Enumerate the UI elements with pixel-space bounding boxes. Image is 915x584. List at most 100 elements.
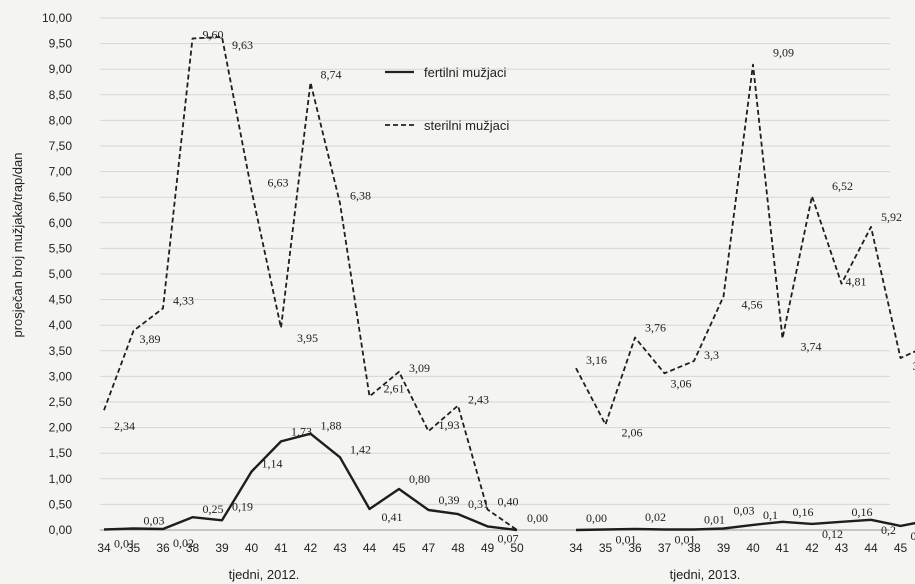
- y-axis-tick-labels: 0,00 0,50 1,00 1,50 2,00 2,50 3,00 3,50 4,00 4,50…: [42, 11, 72, 537]
- data-label: 0,16: [852, 505, 873, 519]
- data-label: 0,03: [734, 503, 755, 517]
- data-label: 0,80: [409, 472, 430, 486]
- data-label: 0,41: [382, 510, 403, 524]
- y-tick-label: 9,50: [49, 37, 73, 51]
- data-label: 1,93: [439, 418, 460, 432]
- x-tick-label: 36: [628, 541, 642, 555]
- data-labels: 0,01 0,03 0,02 0,25 0,19 1,14 1,73 1,88 1,42 0,41…: [114, 27, 915, 550]
- data-label: 6,63: [268, 176, 289, 190]
- data-label: 9,63: [232, 38, 253, 52]
- x-axis-title-2012: tjedni, 2012.: [229, 567, 300, 582]
- x-tick-label: 45: [392, 541, 406, 555]
- data-label: 5,92: [881, 210, 902, 224]
- series-line-fertilni-0: [103, 432, 518, 532]
- data-label: 0,01: [675, 532, 696, 546]
- x-tick-label: 43: [333, 541, 347, 555]
- x-tick-label: 35: [599, 541, 613, 555]
- y-tick-label: 6,00: [49, 216, 73, 230]
- data-label: 3,95: [297, 331, 318, 345]
- data-label: 3,74: [801, 340, 822, 354]
- data-label: 1,73: [291, 424, 312, 438]
- data-label: 1,88: [321, 419, 342, 433]
- legend-label-fertilni: fertilni mužjaci: [424, 65, 506, 80]
- data-label: 0,12: [822, 527, 843, 541]
- x-axis: 34 35 36 38 39 40 41 42 43 44 45 47 48 49 50 34 35 36 37 38…: [97, 541, 908, 555]
- y-tick-label: 10,00: [42, 11, 72, 25]
- x-tick-label: 40: [245, 541, 259, 555]
- data-label: 4,33: [173, 293, 194, 307]
- x-tick-label: 49: [481, 541, 495, 555]
- x-tick-label: 42: [805, 541, 819, 555]
- x-tick-label: 39: [215, 541, 229, 555]
- data-label: 6,38: [350, 188, 371, 202]
- data-label: 3,16: [586, 353, 607, 367]
- y-tick-label: 8,50: [49, 88, 73, 102]
- y-tick-label: 5,50: [49, 241, 73, 255]
- data-label: 0,02: [645, 510, 666, 524]
- x-tick-label: 38: [687, 541, 701, 555]
- x-tick-label: 50: [510, 541, 524, 555]
- data-label: 6,52: [832, 179, 853, 193]
- data-label: 9,09: [773, 46, 794, 60]
- x-tick-label: 37: [658, 541, 672, 555]
- x-tick-label: 41: [776, 541, 790, 555]
- y-tick-label: 3,00: [49, 369, 73, 383]
- x-tick-label: 34: [569, 541, 583, 555]
- x-tick-label: 34: [97, 541, 111, 555]
- data-label: 0,01: [704, 512, 725, 526]
- series-line-fertilni-1: [575, 518, 915, 532]
- x-tick-label: 45: [894, 541, 908, 555]
- data-label: 3,3: [704, 348, 719, 362]
- y-tick-label: 4,00: [49, 318, 73, 332]
- data-label: 0,02: [173, 536, 194, 550]
- y-tick-label: 7,00: [49, 165, 73, 179]
- x-tick-label: 40: [746, 541, 760, 555]
- data-label: 4,56: [742, 298, 763, 312]
- series-lines: [103, 36, 915, 532]
- data-label: 0,16: [793, 505, 814, 519]
- data-label: 3,09: [409, 361, 430, 375]
- y-tick-label: 2,50: [49, 395, 73, 409]
- legend: fertilni mužjaci sterilni mužjaci: [385, 65, 509, 133]
- data-label: 3,06: [671, 376, 692, 390]
- y-tick-label: 8,00: [49, 113, 73, 127]
- gridlines: [100, 17, 890, 531]
- x-tick-label: 42: [304, 541, 318, 555]
- y-tick-label: 4,50: [49, 293, 73, 307]
- x-tick-label: 41: [274, 541, 288, 555]
- y-tick-label: 7,50: [49, 139, 73, 153]
- x-tick-label: 39: [717, 541, 731, 555]
- data-label: 0,03: [144, 513, 165, 527]
- x-axis-title-2013: tjedni, 2013.: [670, 567, 741, 582]
- x-tick-label: 43: [835, 541, 849, 555]
- y-tick-label: 2,00: [49, 421, 73, 435]
- y-tick-label: 6,50: [49, 190, 73, 204]
- data-label: 2,34: [114, 419, 135, 433]
- legend-label-sterilni: sterilni mužjaci: [424, 118, 509, 133]
- data-label: 0,07: [498, 531, 519, 545]
- data-label: 4,81: [846, 275, 867, 289]
- data-label: 0,31: [468, 497, 489, 511]
- y-tick-label: 1,00: [49, 472, 73, 486]
- data-label: 3,89: [140, 332, 161, 346]
- data-label: 0,01: [114, 536, 135, 550]
- data-label: 0,08: [911, 529, 915, 543]
- data-label: 0,00: [586, 511, 607, 525]
- y-tick-label: 9,00: [49, 62, 73, 76]
- y-axis-title: prosječan broj mužjaka/trap/dan: [10, 153, 25, 338]
- data-label: 8,74: [321, 68, 342, 82]
- data-label: 0,00: [527, 511, 548, 525]
- data-label: 3,36: [913, 359, 915, 373]
- y-tick-label: 0,00: [49, 523, 73, 537]
- data-label: 0,2: [881, 523, 896, 537]
- x-tick-label: 44: [864, 541, 878, 555]
- x-tick-label: 44: [363, 541, 377, 555]
- y-tick-label: 1,50: [49, 446, 73, 460]
- series-line-sterilni-0: [103, 36, 518, 531]
- data-label: 0,40: [498, 495, 519, 509]
- x-tick-label: 38: [186, 541, 200, 555]
- data-label: 2,43: [468, 393, 489, 407]
- data-label: 0,19: [232, 499, 253, 513]
- data-label: 2,61: [384, 381, 405, 395]
- x-tick-label: 48: [451, 541, 465, 555]
